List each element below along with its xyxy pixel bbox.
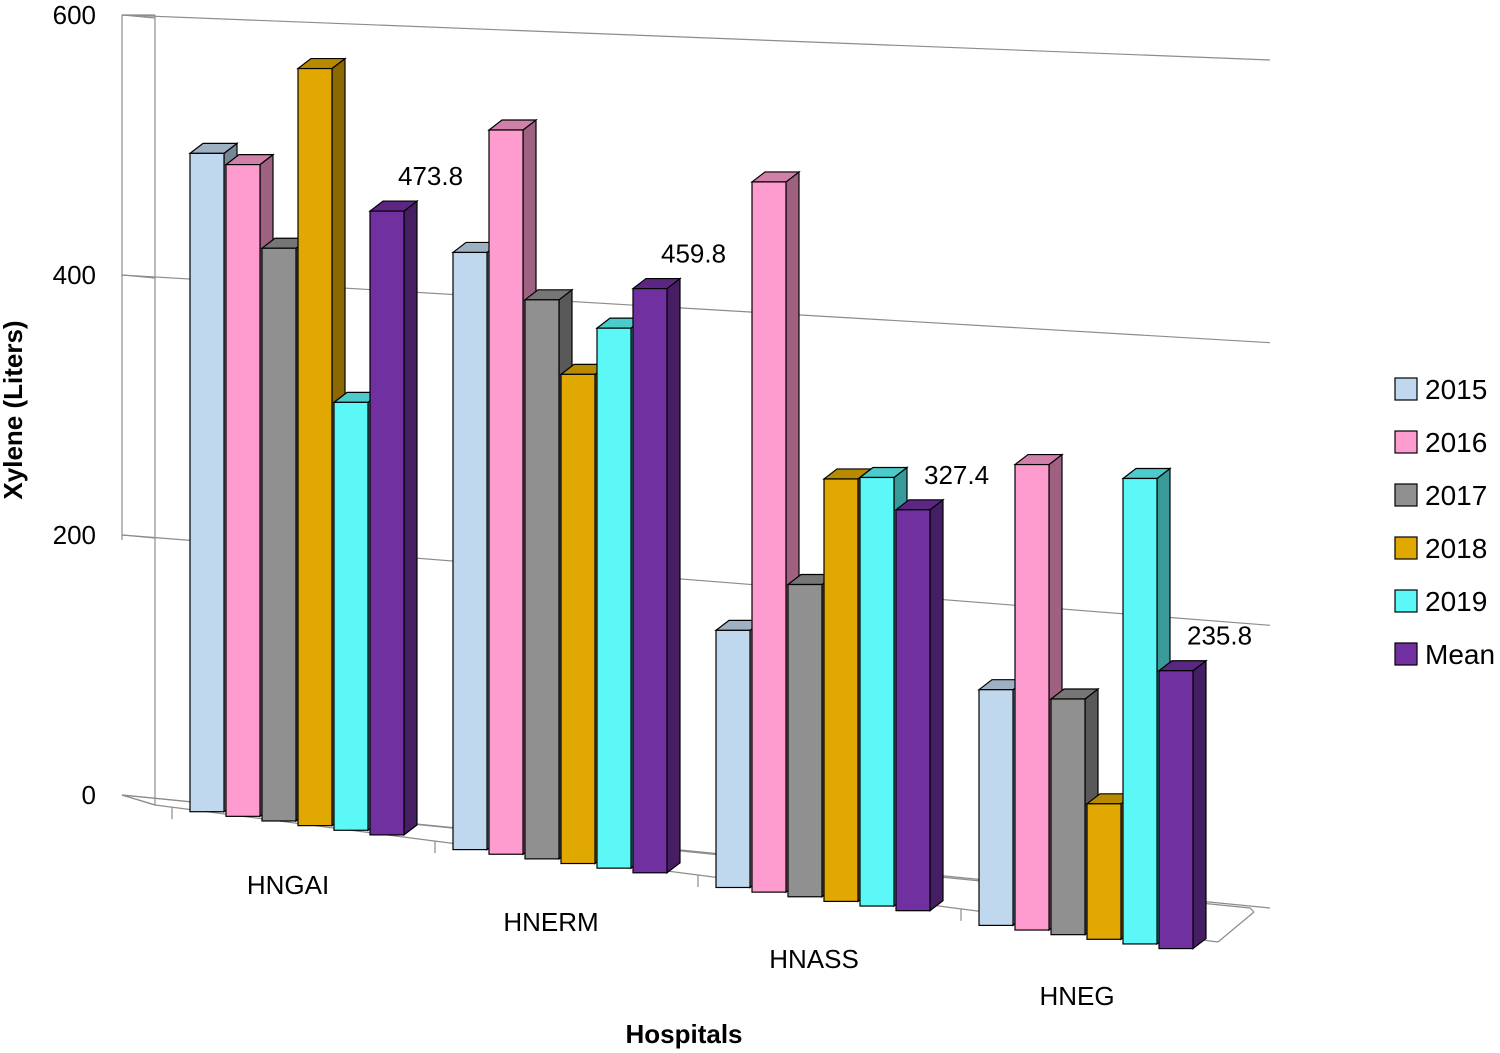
bar-front [787, 583, 823, 898]
legend-item-2018: 2018 [1394, 533, 1487, 564]
bar-front [1086, 803, 1122, 940]
y-tick-label: 600 [53, 0, 96, 30]
bar-front [1050, 698, 1086, 936]
legend-swatch [1394, 377, 1418, 401]
y-tick-label: 200 [53, 520, 96, 550]
data-label-HNEG: 235.8 [1187, 621, 1252, 651]
legend-item-2017: 2017 [1394, 480, 1487, 511]
x-axis-title: Hospitals [625, 1019, 742, 1049]
legend-label: Mean [1425, 639, 1495, 670]
bar-HNASS-2019 [858, 466, 909, 908]
legend-swatch [1394, 536, 1418, 560]
bar-side [929, 498, 944, 912]
bar-HNASS-Mean [894, 498, 945, 912]
bars [188, 57, 1208, 950]
bar-front [1158, 670, 1194, 950]
data-label-HNASS: 327.4 [924, 460, 989, 490]
left-wall-tick-600 [121, 14, 156, 19]
legend-label: 2015 [1425, 374, 1487, 405]
data-labels: 473.8 459.8 327.4 235.8 [398, 161, 1252, 651]
bar-front [524, 299, 560, 860]
left-wall-tick-200 [121, 534, 156, 539]
bar-front [369, 210, 405, 836]
bar-front [1122, 477, 1158, 945]
legend-swatch [1394, 642, 1418, 666]
bar-HNEG-Mean [1157, 659, 1208, 950]
y-tick-label: 0 [82, 780, 96, 810]
bar-side [403, 199, 418, 837]
bar-front [978, 689, 1014, 926]
bar-front [823, 478, 859, 903]
bar-front [632, 287, 668, 874]
bar-front [452, 251, 488, 851]
legend-item-Mean: Mean [1394, 639, 1495, 670]
bar-front [1014, 463, 1050, 931]
legend-swatch [1394, 589, 1418, 613]
legend-swatch [1394, 430, 1418, 454]
left-wall-tick-0 [121, 794, 156, 806]
category-label: HNEG [1039, 981, 1114, 1011]
bar-front [715, 629, 751, 889]
legend: 2015 2016 2017 2018 2019 Mean [1394, 374, 1495, 670]
legend-item-2019: 2019 [1394, 586, 1487, 617]
data-label-HNERM: 459.8 [661, 239, 726, 269]
left-wall-tick-400 [121, 274, 156, 279]
y-axis-title: Xylene (Liters) [0, 320, 28, 499]
legend-label: 2017 [1425, 480, 1487, 511]
floor-right-edge [1217, 911, 1255, 943]
bar-HNASS-2017 [786, 573, 837, 898]
bar-side [666, 277, 681, 875]
legend-label: 2019 [1425, 586, 1487, 617]
bar-front [859, 476, 895, 907]
y-axis-ticks: 0 200 400 600 [53, 0, 96, 810]
gridline-600 [121, 14, 1271, 61]
bar-front [225, 163, 261, 817]
legend-label: 2018 [1425, 533, 1487, 564]
bar-front [261, 247, 297, 822]
bar-front [488, 129, 524, 855]
bar-front [560, 373, 596, 865]
bar-HNGAI-Mean [368, 199, 419, 837]
data-label-HNGAI: 473.8 [398, 161, 463, 191]
bar-side [1192, 659, 1207, 950]
category-label: HNGAI [247, 870, 329, 900]
bar-front [297, 67, 333, 827]
bar-HNERM-Mean [631, 277, 682, 875]
legend-item-2015: 2015 [1394, 374, 1487, 405]
bar-front [333, 401, 369, 831]
legend-label: 2016 [1425, 427, 1487, 458]
bar-front [895, 509, 931, 912]
bar-front [189, 152, 225, 813]
y-tick-label: 400 [53, 260, 96, 290]
bar-front [596, 327, 632, 869]
category-label: HNERM [503, 907, 598, 937]
category-label: HNASS [769, 944, 859, 974]
legend-swatch [1394, 483, 1418, 507]
legend-item-2016: 2016 [1394, 427, 1487, 458]
bar-front [751, 181, 787, 893]
x-axis-categories: HNGAI HNERM HNASS HNEG [171, 807, 1115, 1011]
